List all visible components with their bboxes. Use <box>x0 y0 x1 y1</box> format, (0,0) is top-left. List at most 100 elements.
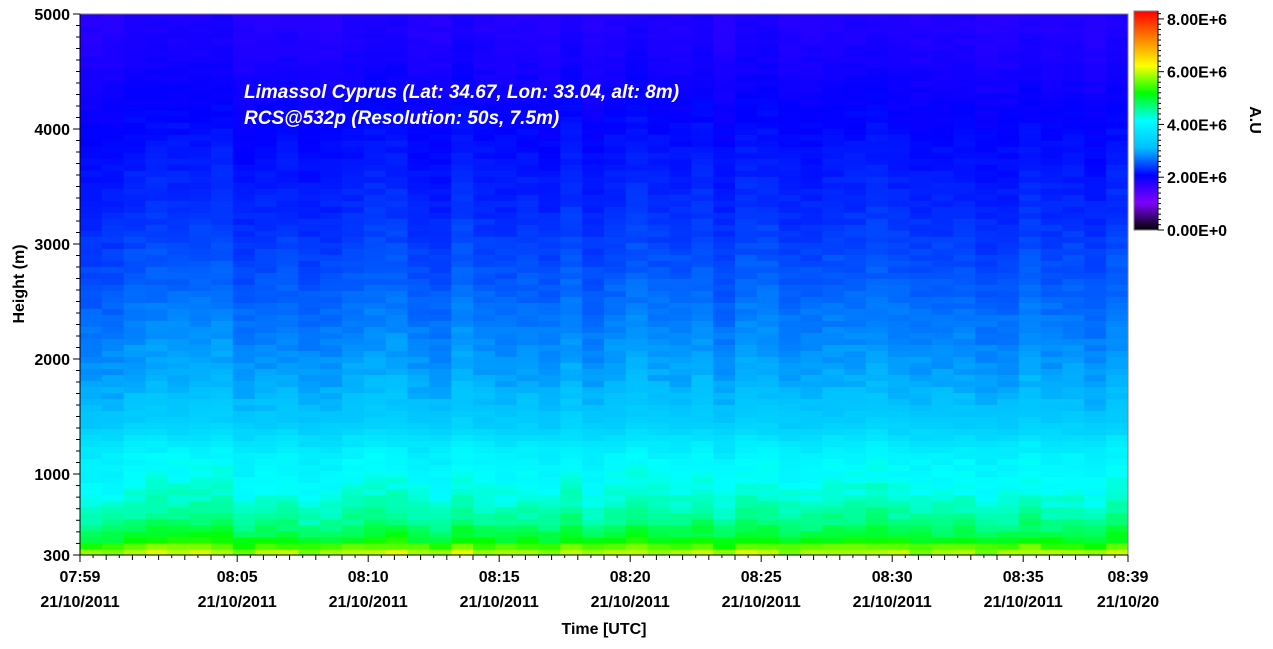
station-annotation: Limassol Cyprus (Lat: 34.67, Lon: 33.04,… <box>244 82 679 103</box>
heatmap-cell <box>385 362 409 369</box>
heatmap-cell <box>254 176 278 183</box>
heatmap-cell <box>756 314 780 321</box>
heatmap-cell <box>276 74 299 81</box>
heatmap-cell <box>778 542 802 550</box>
heatmap-cell <box>123 440 147 447</box>
heatmap-cell <box>123 452 147 460</box>
heatmap-cell <box>975 116 998 123</box>
heatmap-cell <box>756 14 780 21</box>
heatmap-cell <box>254 266 278 273</box>
heatmap-cell <box>211 74 234 81</box>
heatmap-cell <box>778 326 802 333</box>
heatmap-cell <box>1018 506 1042 514</box>
heatmap-cell <box>407 32 430 39</box>
heatmap-cell <box>167 146 190 153</box>
colorbar <box>1133 10 1159 231</box>
heatmap-cell <box>560 338 583 345</box>
heatmap-cell <box>494 140 518 147</box>
heatmap-cell <box>1062 368 1085 375</box>
heatmap-cell <box>101 260 125 267</box>
heatmap-cell <box>320 356 343 363</box>
heatmap-cell <box>232 158 256 165</box>
heatmap-cell <box>254 194 278 201</box>
heatmap-cell <box>101 164 125 171</box>
heatmap-cell <box>560 398 583 405</box>
heatmap-cell <box>1062 428 1085 435</box>
heatmap-cell <box>691 218 714 225</box>
heatmap-cell <box>887 62 911 69</box>
heatmap-cell <box>167 206 190 213</box>
heatmap-cell <box>538 104 561 111</box>
heatmap-cell <box>975 422 998 429</box>
heatmap-cell <box>254 476 278 484</box>
heatmap-cell <box>407 278 430 285</box>
heatmap-cell <box>189 374 212 381</box>
heatmap-cell <box>538 548 561 555</box>
heatmap-cell <box>1106 200 1128 207</box>
heatmap-cell <box>691 446 714 454</box>
heatmap-cell <box>385 542 409 550</box>
heatmap-cell <box>211 152 234 159</box>
heatmap-cell <box>167 464 190 472</box>
heatmap-cell <box>1018 296 1042 303</box>
heatmap-cell <box>1106 194 1128 201</box>
heatmap-cell <box>756 92 780 99</box>
heatmap-cell <box>735 422 758 429</box>
heatmap-cell <box>101 152 125 159</box>
heatmap-cell <box>691 122 714 129</box>
heatmap-cell <box>735 518 758 526</box>
heatmap-cell <box>887 404 911 411</box>
heatmap-cell <box>1018 332 1042 339</box>
heatmap-cell <box>232 356 256 363</box>
heatmap-cell <box>1062 284 1085 291</box>
heatmap-cell <box>276 482 299 490</box>
heatmap-cell <box>189 350 212 357</box>
heatmap-cell <box>1040 188 1064 195</box>
heatmap-cell <box>1062 332 1085 339</box>
heatmap-cell <box>1018 284 1042 291</box>
heatmap-cell <box>582 248 605 255</box>
heatmap-cell <box>844 290 867 297</box>
heatmap-cell <box>211 20 234 27</box>
heatmap-cell <box>1084 230 1107 237</box>
heatmap-cell <box>887 122 911 129</box>
heatmap-cell <box>691 362 714 369</box>
heatmap-cell <box>232 110 256 117</box>
heatmap-cell <box>101 530 125 538</box>
heatmap-cell <box>778 416 802 423</box>
heatmap-cell <box>407 386 430 393</box>
heatmap-cell <box>778 368 802 375</box>
heatmap-cell <box>1106 182 1128 189</box>
heatmap-cell <box>516 416 540 423</box>
heatmap-cell <box>1018 404 1042 411</box>
heatmap-cell <box>494 206 518 213</box>
heatmap-cell <box>145 368 168 375</box>
heatmap-cell <box>407 230 430 237</box>
heatmap-cell <box>298 302 321 309</box>
heatmap-cell <box>342 104 365 111</box>
heatmap-cell <box>451 122 474 129</box>
heatmap-cell <box>909 296 933 303</box>
heatmap-cell <box>887 224 911 231</box>
heatmap-cell <box>473 530 496 538</box>
heatmap-cell <box>429 20 452 27</box>
heatmap-cell <box>604 314 627 321</box>
x-tick-time-label: 08:15 <box>479 569 520 586</box>
heatmap-cell <box>538 182 561 189</box>
heatmap-cell <box>647 350 671 357</box>
heatmap-cell <box>931 38 954 45</box>
heatmap-cell <box>975 548 998 555</box>
heatmap-cell <box>713 200 736 207</box>
heatmap-cell <box>625 548 649 555</box>
heatmap-cell <box>80 290 103 297</box>
heatmap-cell <box>516 464 540 472</box>
heatmap-cell <box>145 26 168 33</box>
heatmap-cell <box>997 164 1020 171</box>
heatmap-cell <box>363 218 387 225</box>
heatmap-cell <box>516 188 540 195</box>
heatmap-cell <box>101 290 125 297</box>
heatmap-cell <box>298 374 321 381</box>
heatmap-cell <box>1084 128 1107 135</box>
heatmap-cell <box>800 458 823 466</box>
heatmap-cell <box>1040 236 1064 243</box>
